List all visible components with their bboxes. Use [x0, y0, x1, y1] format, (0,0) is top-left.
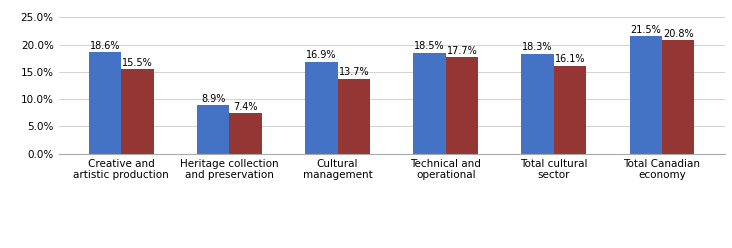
Text: 20.8%: 20.8%	[663, 29, 693, 39]
Bar	[89, 52, 122, 154]
Text: 17.7%: 17.7%	[447, 46, 477, 56]
Text: 16.9%: 16.9%	[306, 50, 337, 60]
Bar	[337, 79, 370, 154]
Text: 13.7%: 13.7%	[338, 67, 369, 77]
Bar	[229, 113, 262, 154]
Text: 15.5%: 15.5%	[122, 58, 153, 67]
Text: 16.1%: 16.1%	[555, 54, 586, 64]
Bar	[122, 69, 154, 154]
Bar	[662, 40, 695, 154]
Text: 8.9%: 8.9%	[201, 93, 225, 104]
Bar	[414, 53, 446, 154]
Bar	[521, 54, 554, 154]
Text: 18.3%: 18.3%	[523, 42, 553, 52]
Text: 21.5%: 21.5%	[630, 25, 661, 35]
Text: 18.6%: 18.6%	[90, 41, 120, 51]
Bar	[630, 36, 662, 154]
Bar	[305, 62, 337, 154]
Bar	[554, 66, 586, 154]
Bar	[197, 105, 229, 154]
Text: 18.5%: 18.5%	[414, 41, 445, 51]
Bar	[446, 57, 478, 154]
Text: 7.4%: 7.4%	[234, 102, 258, 112]
